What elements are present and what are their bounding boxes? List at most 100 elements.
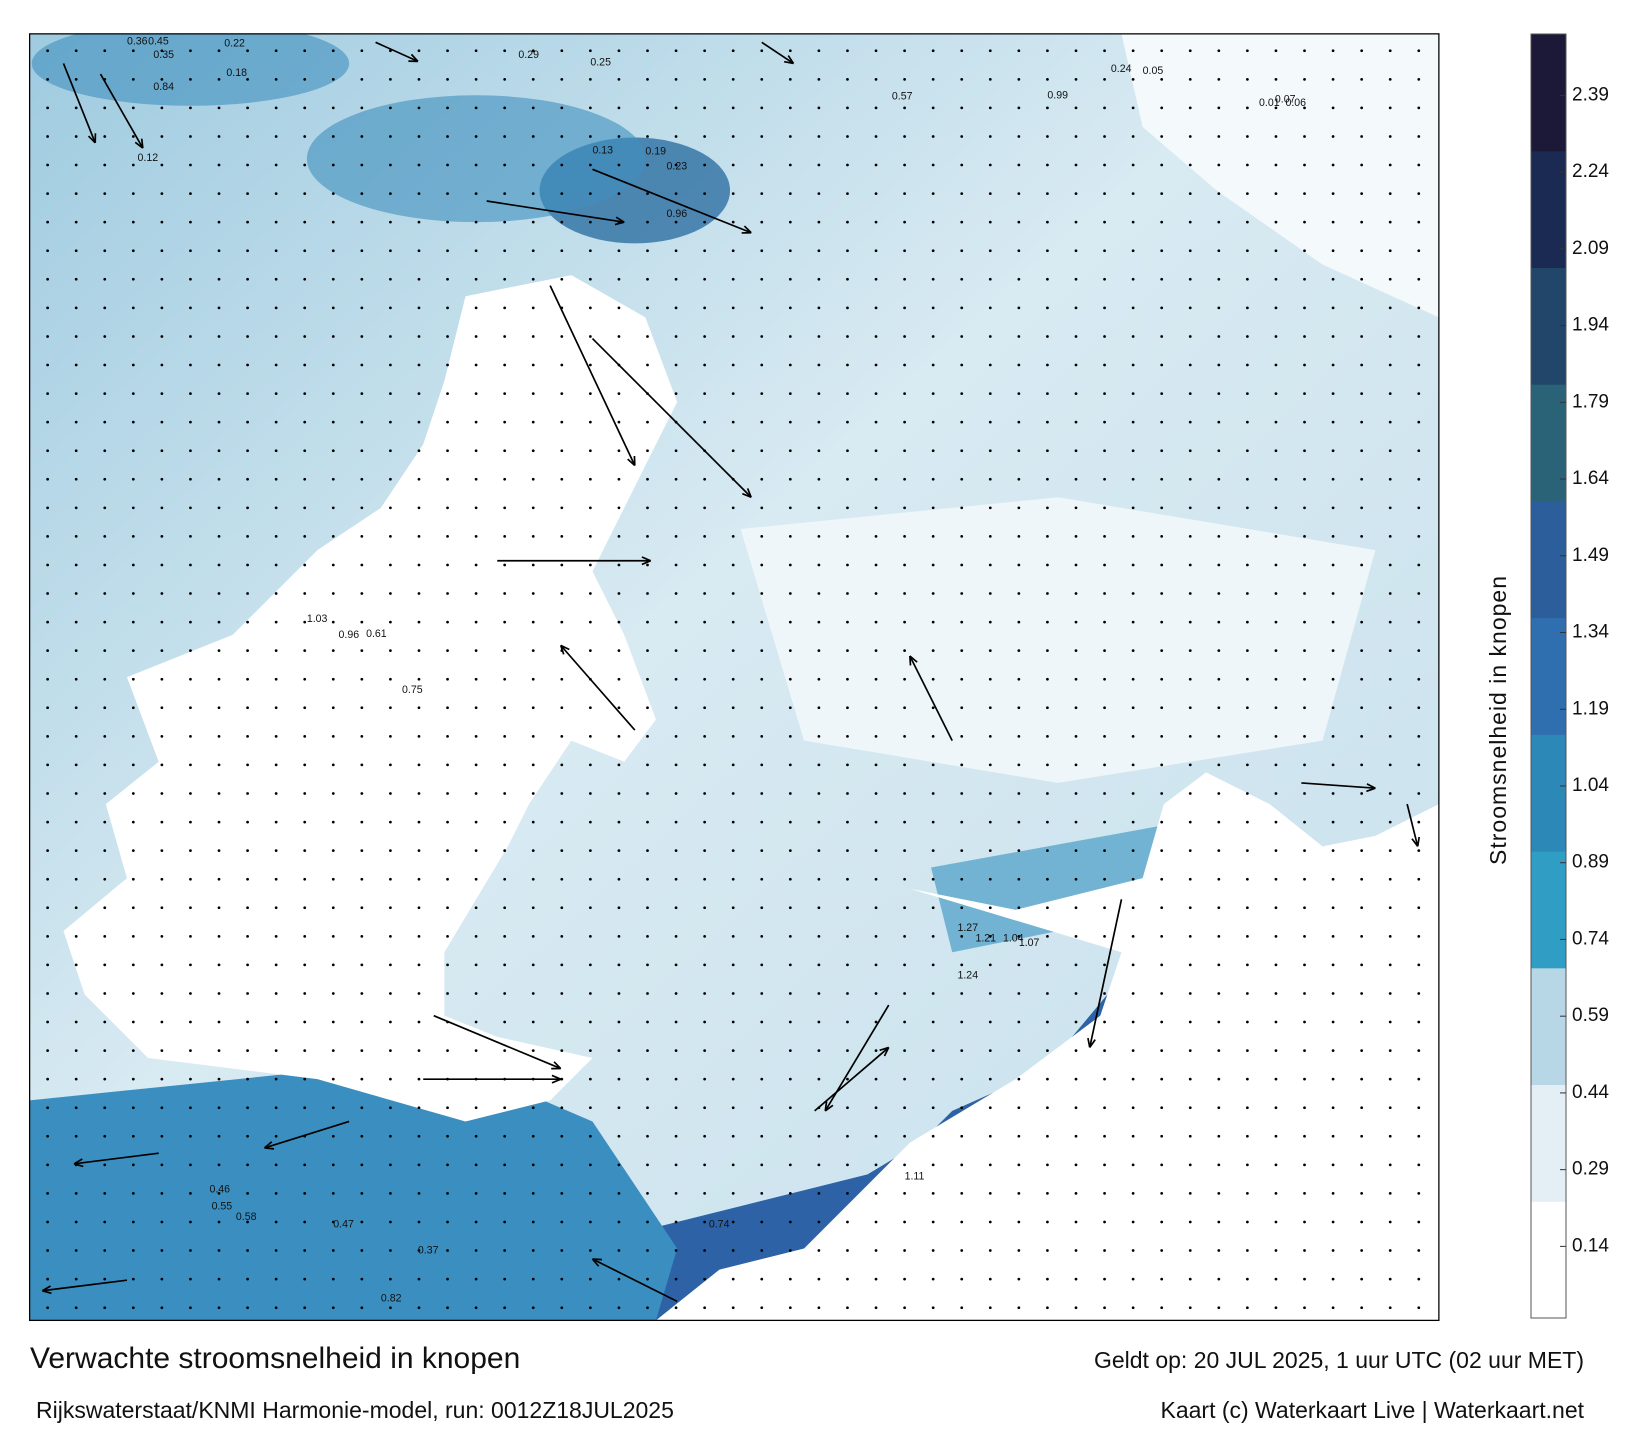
vector-dot xyxy=(217,963,221,967)
vector-dot xyxy=(588,1077,592,1081)
vector-dot xyxy=(131,77,135,81)
vector-dot xyxy=(474,1049,478,1052)
vector-dot xyxy=(788,420,792,424)
vector-dot xyxy=(131,1106,135,1110)
vector-dot xyxy=(1160,192,1164,195)
vector-dot xyxy=(474,563,478,567)
vector-dot xyxy=(1017,1020,1021,1024)
vector-dot xyxy=(731,363,735,367)
vector-dot xyxy=(1274,734,1278,738)
vector-dot xyxy=(417,877,421,881)
vector-dot xyxy=(531,1249,535,1252)
vector-dot xyxy=(1017,877,1021,881)
vector-dot xyxy=(731,77,735,81)
vector-dot xyxy=(1417,963,1421,967)
vector-dot xyxy=(846,1163,849,1167)
vector-dot xyxy=(1303,1049,1306,1052)
vector-dot xyxy=(389,677,392,681)
speed-label: 0.55 xyxy=(212,1200,233,1212)
vector-dot xyxy=(588,1192,592,1195)
vector-dot xyxy=(760,1077,764,1081)
vector-dot xyxy=(1217,649,1221,653)
vector-dot xyxy=(1303,1106,1306,1110)
vector-dot xyxy=(1217,592,1221,595)
vector-dot xyxy=(503,992,507,995)
vector-dot xyxy=(531,620,535,624)
vector-dot xyxy=(1131,1220,1135,1224)
vector-dot xyxy=(46,1220,49,1224)
vector-dot xyxy=(1217,506,1221,510)
vector-dot xyxy=(731,906,735,910)
vector-dot xyxy=(1103,535,1106,538)
vector-dot xyxy=(531,1106,535,1110)
vector-dot xyxy=(274,1220,278,1224)
vector-dot xyxy=(46,363,49,367)
vector-dot xyxy=(1388,992,1392,995)
vector-dot xyxy=(303,877,307,881)
vector-dot xyxy=(1274,563,1278,567)
vector-dot xyxy=(646,77,649,81)
vector-dot xyxy=(1217,620,1221,624)
vector-dot xyxy=(817,934,821,938)
vector-dot xyxy=(1217,1220,1221,1224)
vector-dot xyxy=(417,1192,421,1195)
vector-dot xyxy=(1303,535,1306,538)
vector-dot xyxy=(960,449,964,453)
vector-dot xyxy=(131,1306,135,1310)
vector-dot xyxy=(274,563,278,567)
vector-dot xyxy=(646,1077,649,1081)
vector-dot xyxy=(360,1134,364,1138)
vector-dot xyxy=(360,620,364,624)
vector-dot xyxy=(160,420,164,424)
vector-dot xyxy=(131,1049,135,1052)
vector-dot xyxy=(903,220,906,224)
vector-dot xyxy=(46,163,49,167)
vector-dot xyxy=(217,163,221,167)
vector-dot xyxy=(1417,49,1421,53)
vector-dot xyxy=(874,734,878,738)
vector-dot xyxy=(1360,363,1364,367)
vector-dot xyxy=(1360,734,1364,738)
vector-dot xyxy=(931,792,935,795)
vector-dot xyxy=(760,135,764,138)
vector-dot xyxy=(1388,1306,1392,1310)
vector-dot xyxy=(1360,592,1364,595)
vector-dot xyxy=(189,249,192,253)
vector-dot xyxy=(1017,906,1021,910)
vector-dot xyxy=(1217,449,1221,453)
vector-dot xyxy=(1074,1049,1078,1052)
vector-dot xyxy=(389,392,392,395)
vector-dot xyxy=(1417,135,1421,138)
vector-dot xyxy=(617,1049,621,1052)
vector-dot xyxy=(588,649,592,653)
vector-dot xyxy=(1246,649,1249,653)
vector-dot xyxy=(1160,49,1164,53)
vector-dot xyxy=(417,677,421,681)
vector-dot xyxy=(731,1077,735,1081)
vector-dot xyxy=(1103,1106,1106,1110)
vector-dot xyxy=(1160,449,1164,453)
vector-dot xyxy=(703,77,707,81)
vector-dot xyxy=(1303,77,1306,81)
vector-dot xyxy=(846,563,849,567)
vector-dot xyxy=(1274,392,1278,395)
vector-dot xyxy=(360,1020,364,1024)
vector-dot xyxy=(674,277,678,281)
vector-dot xyxy=(246,792,249,795)
vector-dot xyxy=(1074,449,1078,453)
vector-dot xyxy=(1331,163,1335,167)
vector-dot xyxy=(46,49,49,53)
vector-dot xyxy=(760,363,764,367)
vector-dot xyxy=(760,649,764,653)
vector-dot xyxy=(1303,734,1306,738)
vector-dot xyxy=(189,1249,192,1252)
vector-dot xyxy=(417,592,421,595)
vector-dot xyxy=(1360,1134,1364,1138)
vector-dot xyxy=(303,963,307,967)
vector-dot xyxy=(846,1220,849,1224)
vector-dot xyxy=(446,992,449,995)
vector-dot xyxy=(189,1106,192,1110)
vector-dot xyxy=(646,163,649,167)
vector-dot xyxy=(160,677,164,681)
vector-dot xyxy=(846,1106,849,1110)
